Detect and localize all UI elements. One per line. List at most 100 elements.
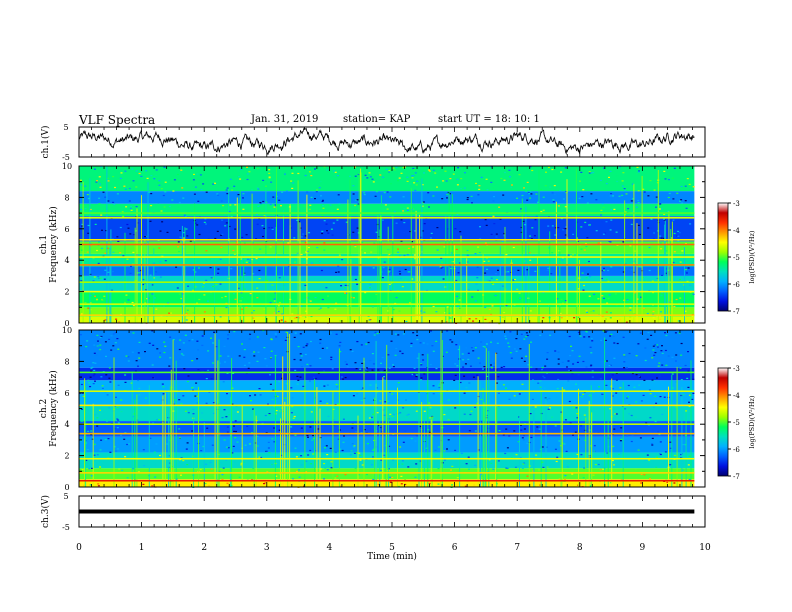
ch2-spectrogram-cell <box>271 399 274 401</box>
ch2-spectrogram-streak <box>357 415 359 487</box>
ch2-spectrogram-cell <box>428 402 431 404</box>
ch1-spectrogram-cell <box>252 273 255 275</box>
ch2-spectrogram-cell <box>292 478 295 480</box>
ch2-spectrogram-streak <box>588 400 590 487</box>
ch1-spectrogram-cell <box>403 231 405 234</box>
ch2-spectrogram-cell <box>307 436 309 438</box>
ch1-spectrogram-cell <box>187 285 190 287</box>
ch1-spectrogram-cell <box>337 271 340 273</box>
ch1-spectrogram-cell <box>644 280 646 282</box>
ch1-spectrogram-cell <box>203 221 206 223</box>
ch2-spectrogram-cell <box>361 464 364 466</box>
ch2-spectrogram-cell <box>557 358 560 360</box>
ch2-spectrogram-cell <box>365 368 367 370</box>
ch2-spectrogram-cell <box>687 351 689 353</box>
ch2-spectrogram-cell <box>520 333 523 335</box>
ch2-spectrogram-cell <box>191 387 194 389</box>
ch2-spectrogram-cell <box>661 413 664 415</box>
ch1-spectrogram-cell <box>624 190 627 192</box>
ch2-spectrogram-ylabel-top: ch.2 <box>39 399 49 418</box>
ch1-spectrogram-cell <box>503 235 506 237</box>
ch2-spectrogram-cell <box>590 352 593 354</box>
ch3-ytick-label: 5 <box>63 492 68 501</box>
ch2-spectrogram-cell <box>615 392 618 394</box>
ch2-spectrogram-cell <box>371 449 374 451</box>
ch1-spectrogram-cell <box>101 298 103 301</box>
ch1-spectrogram-cell <box>470 195 473 197</box>
ch1-spectrogram-cell <box>549 186 552 188</box>
ch2-spectrogram-cell <box>312 453 314 455</box>
ch1-spectrogram-cell <box>234 298 237 300</box>
ch2-spectrogram-cell <box>219 362 221 364</box>
ch1-spectrogram-cell <box>206 300 209 302</box>
ch2-spectrogram-cell <box>82 395 85 397</box>
ch2-spectrogram-cell <box>423 410 426 412</box>
ch1-spectrogram-cell <box>132 234 135 236</box>
ch2-spectrogram-cell <box>191 339 194 341</box>
ch1-spectrogram-cell <box>565 190 568 193</box>
ch1-spectrogram-cell <box>280 319 283 321</box>
ch1-spectrogram-cell <box>601 270 604 272</box>
ch2-spectrogram-cell <box>465 347 468 349</box>
ch2-spectrogram-cell <box>485 343 488 345</box>
ch1-spectrogram-cell <box>540 188 543 190</box>
ch1-spectrogram-cell <box>534 219 537 221</box>
ch2-spectrogram-cell <box>366 443 369 445</box>
ch1-spectrogram-cell <box>619 267 622 269</box>
ch1-spectrogram-cell <box>673 232 676 235</box>
ch2-spectrogram-cell <box>348 438 351 440</box>
ch1-spectrogram-cell <box>225 189 228 191</box>
ch1-spectrogram-cell <box>551 225 554 227</box>
ch2-spectrogram-cell <box>320 468 323 470</box>
ch1-spectrogram-cell <box>544 185 547 187</box>
ch1-spectrogram-cell <box>178 293 181 295</box>
ch1-spectrogram-cell <box>503 179 506 181</box>
ch1-spectrogram-cell <box>582 189 585 191</box>
ch1-spectrogram-cell <box>678 232 681 234</box>
ch2-spectrogram-cell <box>661 345 663 347</box>
ch1-spectrogram-cell <box>249 294 252 296</box>
ch2-spectrogram-cell <box>389 413 392 415</box>
ch2-spectrogram-cell <box>606 452 609 454</box>
ch1-spectrogram-cell <box>518 174 521 176</box>
ch2-spectrogram-cell <box>477 357 480 359</box>
ch2-spectrogram-cell <box>105 355 107 357</box>
ch2-spectrogram-cell <box>249 332 252 334</box>
ch2-spectrogram-cell <box>430 330 432 332</box>
ch2-spectrogram-cell <box>335 333 338 335</box>
ch1-spectrogram-streak <box>110 229 112 323</box>
ch2-spectrogram-streak <box>304 367 306 487</box>
ch2-spectrogram-cell <box>143 465 146 467</box>
ch1-spectrogram-cell <box>494 294 497 297</box>
ch1-spectrogram-cell <box>551 168 554 171</box>
ch1-spectrogram-cell <box>428 206 430 208</box>
ch2-spectrogram-cell <box>148 342 151 344</box>
ch1-spectrogram-cell <box>610 219 613 221</box>
ch1-spectrogram-cell <box>268 227 271 229</box>
ch1-spectrogram-streak <box>265 239 267 323</box>
ch2-spectrogram-cell <box>467 456 470 458</box>
ch2-spectrogram-cell <box>521 467 524 469</box>
ch1-spectrogram-cell <box>80 249 83 251</box>
ch1-spectrogram-colorbar-rect <box>717 202 729 312</box>
ch2-spectrogram-cell <box>294 369 297 371</box>
ch1-spectrogram-cell <box>373 242 376 244</box>
ch2-spectrogram-cell <box>329 331 332 333</box>
ch2-spectrogram-cell <box>309 365 312 367</box>
ch1-spectrogram-cell <box>265 185 267 187</box>
ch2-spectrogram-cell <box>322 454 325 456</box>
ch2-spectrogram-cell <box>308 380 311 382</box>
ch1-spectrogram-cell <box>424 309 426 311</box>
ch2-spectrogram-cell <box>652 406 655 408</box>
ch2-spectrogram-cell <box>185 448 188 450</box>
ch1-spectrogram-cell <box>322 205 324 207</box>
ch1-spectrogram-cell <box>419 284 422 286</box>
ch2-spectrogram-cell <box>354 362 357 364</box>
ch2-spectrogram-cell <box>319 357 322 359</box>
ch1-spectrogram-cell <box>334 308 337 310</box>
ch1-spectrogram-cell <box>446 193 449 196</box>
ch1-spectrogram-streak <box>251 193 253 323</box>
ch2-spectrogram-cell <box>623 363 626 365</box>
ch2-spectrogram-cell <box>103 419 106 421</box>
ch1-spectrogram-cell <box>322 207 325 209</box>
